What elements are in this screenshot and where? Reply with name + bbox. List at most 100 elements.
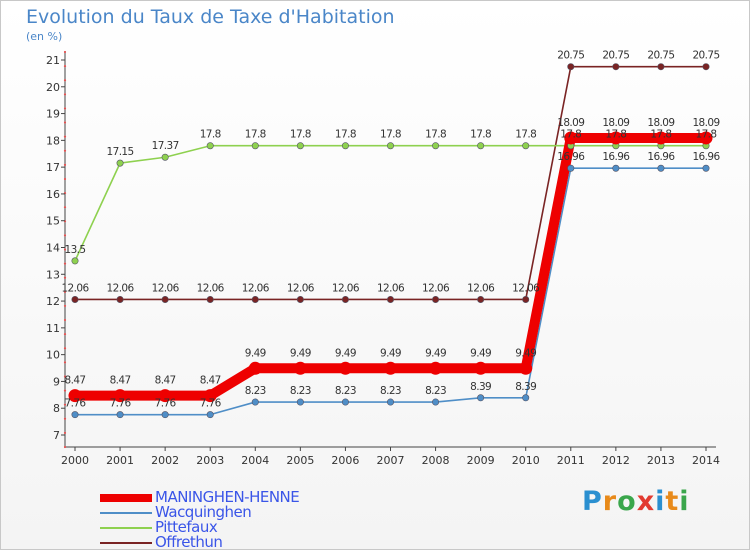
- legend-swatch: [100, 512, 152, 514]
- x-tick-label: 2009: [467, 454, 495, 467]
- y-axis-minor-tick: [63, 50, 67, 54]
- data-label-wacquinghen: 16.96: [602, 151, 630, 163]
- data-point-wacquinghen: [432, 398, 440, 406]
- data-label-maninghen-henne: 9.49: [290, 347, 311, 359]
- data-point-wacquinghen: [477, 394, 485, 402]
- data-point-pittefaux: [386, 142, 394, 150]
- y-tick-label: 21: [46, 54, 60, 67]
- data-point-wacquinghen: [206, 411, 214, 419]
- y-axis-minor-tick: [63, 163, 67, 166]
- y-axis-minor-tick: [63, 149, 67, 152]
- y-tick-label: 10: [46, 349, 60, 362]
- data-label-pittefaux: 17.8: [470, 129, 491, 141]
- data-label-pittefaux: 17.8: [605, 129, 626, 141]
- y-axis-minor-tick: [63, 135, 67, 138]
- y-axis-minor-tick: [63, 65, 67, 68]
- data-point-wacquinghen: [296, 398, 304, 406]
- x-tick-label: 2008: [422, 454, 450, 467]
- data-point-maninghen-henne: [699, 131, 713, 145]
- data-label-wacquinghen: 7.76: [110, 398, 132, 410]
- data-point-offrethun: [296, 295, 304, 303]
- data-label-offrethun: 12.06: [467, 282, 495, 294]
- data-label-wacquinghen: 8.39: [515, 381, 536, 393]
- data-label-pittefaux: 17.8: [380, 129, 401, 141]
- data-label-pittefaux: 17.8: [335, 129, 356, 141]
- data-point-offrethun: [567, 63, 575, 71]
- brand-letter: o: [617, 486, 637, 517]
- data-label-wacquinghen: 7.76: [65, 398, 87, 410]
- data-label-pittefaux: 17.8: [650, 129, 671, 141]
- x-tick-label: 2000: [61, 454, 89, 467]
- data-point-pittefaux: [116, 159, 124, 167]
- x-tick-label: 2002: [151, 454, 179, 467]
- data-label-maninghen-henne: 18.09: [602, 117, 629, 129]
- legend-label: Wacquinghen: [155, 503, 252, 521]
- data-point-pittefaux: [477, 142, 485, 150]
- data-point-offrethun: [432, 295, 440, 303]
- y-tick-label: 8: [53, 402, 60, 415]
- legend-label: MANINGHEN-HENNE: [155, 488, 300, 506]
- data-point-offrethun: [386, 295, 394, 303]
- data-label-wacquinghen: 7.76: [200, 398, 222, 410]
- y-tick-label: 19: [46, 108, 60, 121]
- data-label-wacquinghen: 7.76: [155, 398, 177, 410]
- data-label-wacquinghen: 8.23: [425, 385, 446, 397]
- data-point-maninghen-henne: [384, 361, 397, 375]
- data-point-maninghen-henne: [203, 389, 217, 403]
- chart-subtitle: (en %): [26, 30, 63, 43]
- data-label-maninghen-henne: 18.09: [647, 117, 674, 129]
- data-label-offrethun: 20.75: [692, 50, 719, 62]
- y-axis-minor-tick: [63, 389, 67, 392]
- x-tick-label: 2013: [647, 454, 675, 467]
- y-axis-minor-tick: [63, 206, 67, 209]
- data-label-pittefaux: 17.8: [696, 129, 717, 141]
- data-point-maninghen-henne: [564, 131, 578, 145]
- data-label-maninghen-henne: 8.47: [110, 375, 131, 387]
- data-label-pittefaux: 17.37: [152, 140, 179, 152]
- data-label-offrethun: 12.06: [152, 282, 180, 294]
- brand-letter: i: [655, 486, 666, 517]
- legend-label: Offrethun: [155, 533, 223, 551]
- data-label-maninghen-henne: 9.49: [470, 347, 491, 359]
- data-label-offrethun: 20.75: [557, 50, 584, 62]
- data-point-offrethun: [477, 295, 485, 303]
- x-tick-label: 2003: [196, 454, 224, 467]
- y-axis-minor-tick: [63, 417, 67, 420]
- data-label-offrethun: 20.75: [647, 50, 674, 62]
- data-label-offrethun: 12.06: [377, 282, 405, 294]
- y-tick-label: 14: [46, 242, 60, 255]
- data-label-offrethun: 12.06: [287, 282, 315, 294]
- data-label-offrethun: 12.06: [107, 282, 135, 294]
- data-point-pittefaux: [206, 142, 214, 150]
- data-point-wacquinghen: [522, 394, 530, 402]
- y-axis-minor-tick: [63, 276, 67, 279]
- x-tick-label: 2011: [557, 454, 585, 467]
- y-tick-label: 9: [53, 375, 60, 388]
- data-point-offrethun: [657, 63, 665, 71]
- data-label-offrethun: 12.06: [332, 282, 360, 294]
- data-point-offrethun: [522, 295, 530, 303]
- data-point-wacquinghen: [341, 398, 349, 406]
- data-point-wacquinghen: [657, 164, 665, 172]
- x-tick-label: 2010: [512, 454, 540, 467]
- data-label-pittefaux: 17.8: [425, 129, 446, 141]
- y-tick-label: 13: [46, 268, 60, 281]
- data-point-maninghen-henne: [519, 361, 533, 375]
- data-point-offrethun: [71, 295, 79, 303]
- data-label-offrethun: 12.06: [61, 282, 89, 294]
- data-label-maninghen-henne: 9.49: [515, 347, 536, 359]
- data-label-offrethun: 12.06: [242, 282, 270, 294]
- x-tick-label: 2012: [602, 454, 630, 467]
- data-label-maninghen-henne: 8.47: [200, 375, 221, 387]
- y-axis-minor-tick: [63, 304, 67, 308]
- legend-swatch: [100, 527, 152, 529]
- y-axis-minor-tick: [63, 375, 67, 378]
- data-label-maninghen-henne: 18.09: [557, 117, 584, 129]
- y-axis-minor-tick: [63, 79, 67, 82]
- data-point-offrethun: [702, 63, 710, 71]
- y-axis-minor-tick: [63, 177, 67, 181]
- legend-label: Pittefaux: [155, 518, 218, 536]
- data-point-offrethun: [206, 295, 214, 303]
- brand-letter: r: [602, 486, 618, 517]
- data-point-pittefaux: [71, 257, 79, 265]
